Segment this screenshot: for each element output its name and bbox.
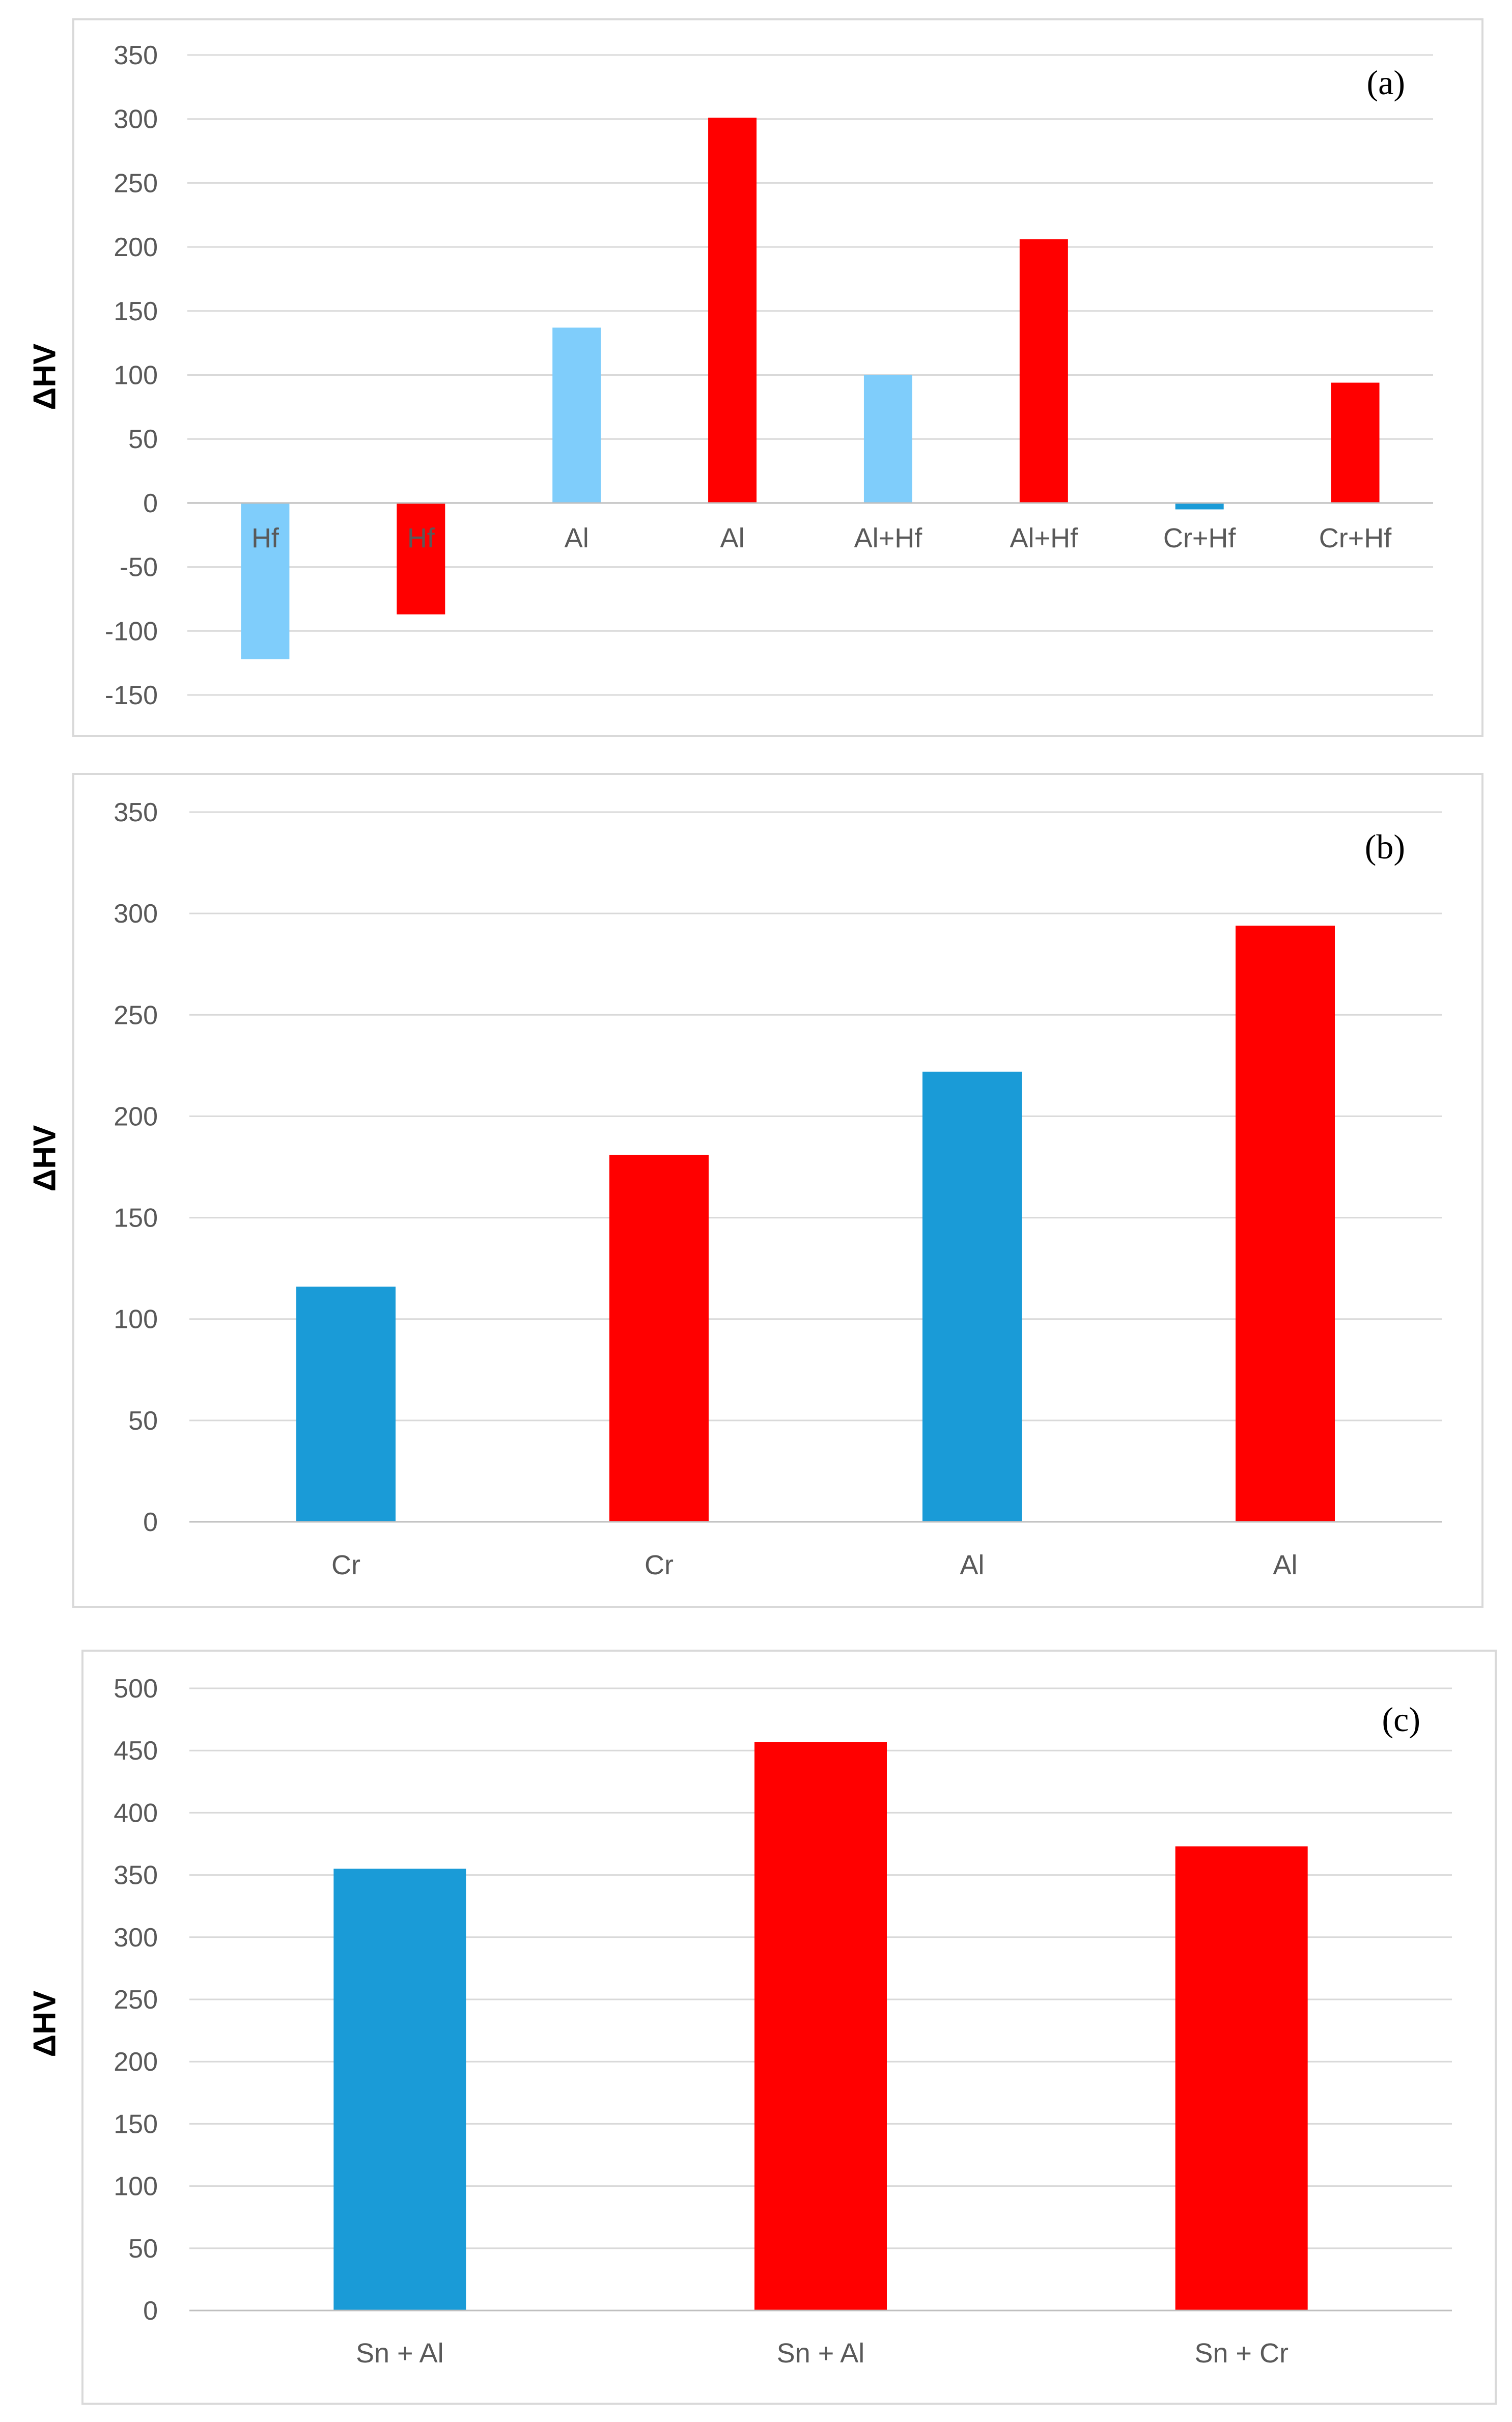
y-tick-label-c-9: 50 <box>128 2234 158 2264</box>
bar-a-1 <box>241 503 290 659</box>
bar-a-7 <box>1175 503 1224 510</box>
category-label-c-3: Sn + Cr <box>1194 2338 1289 2369</box>
category-label-a-5: Al+Hf <box>854 523 923 553</box>
y-tick-label-b-6: 50 <box>128 1406 158 1436</box>
panel-tag-c: (c) <box>1382 1700 1420 1739</box>
y-tick-label-b-3: 200 <box>114 1102 158 1131</box>
category-label-b-4: Al <box>1273 1550 1297 1580</box>
bar-b-1 <box>296 1286 396 1522</box>
bar-a-8 <box>1331 382 1380 503</box>
y-tick-label-c-1: 450 <box>114 1736 158 1766</box>
y-tick-label-b-5: 100 <box>114 1305 158 1334</box>
y-tick-label-b-1: 300 <box>114 899 158 929</box>
category-label-c-2: Sn + Al <box>777 2338 865 2369</box>
category-label-a-6: Al+Hf <box>1010 523 1079 553</box>
bar-a-4 <box>708 118 757 503</box>
bar-a-2 <box>397 503 445 615</box>
category-label-a-1: Hf <box>251 523 279 553</box>
y-tick-label-c-0: 500 <box>114 1674 158 1704</box>
bar-b-2 <box>609 1155 709 1522</box>
y-tick-label-a-4: 150 <box>114 297 158 326</box>
y-tick-label-c-5: 250 <box>114 1985 158 2015</box>
y-tick-label-c-3: 350 <box>114 1861 158 1890</box>
category-label-b-1: Cr <box>331 1550 360 1580</box>
chart-b: 350 300 250 200 150 100 50 0 Cr Cr Al Al (b) <box>114 798 1442 1580</box>
y-tick-label-a-3: 200 <box>114 233 158 262</box>
bar-b-3 <box>922 1071 1022 1522</box>
category-label-b-3: Al <box>960 1550 984 1580</box>
category-label-a-8: Cr+Hf <box>1319 523 1392 553</box>
y-tick-label-a-1: 300 <box>114 105 158 134</box>
bar-c-2 <box>754 1742 887 2310</box>
y-tick-label-c-8: 100 <box>114 2172 158 2202</box>
y-tick-label-a-10: -150 <box>105 681 158 710</box>
panel-tag-a: (a) <box>1367 63 1405 102</box>
y-tick-label-b-0: 350 <box>114 798 158 827</box>
y-tick-label-a-2: 250 <box>114 169 158 198</box>
bar-a-3 <box>552 327 601 503</box>
bar-c-3 <box>1175 1846 1308 2310</box>
bar-b-4 <box>1236 926 1335 1522</box>
y-tick-label-a-8: -50 <box>120 553 158 582</box>
bar-a-5 <box>863 375 912 503</box>
y-tick-label-c-2: 400 <box>114 1798 158 1828</box>
category-label-b-2: Cr <box>645 1550 674 1580</box>
category-label-a-7: Cr+Hf <box>1163 523 1237 553</box>
panel-tag-b: (b) <box>1365 827 1405 866</box>
y-tick-label-c-6: 200 <box>114 2047 158 2077</box>
y-tick-label-a-9: -100 <box>105 617 158 646</box>
y-tick-label-c-7: 150 <box>114 2109 158 2139</box>
category-label-a-2: Hf <box>407 523 435 553</box>
y-tick-label-b-7: 0 <box>143 1508 158 1537</box>
y-tick-label-b-2: 250 <box>114 1000 158 1030</box>
chart-panel-a <box>72 18 1483 737</box>
category-label-c-1: Sn + Al <box>356 2338 444 2369</box>
y-tick-label-c-10: 0 <box>143 2296 158 2326</box>
y-tick-label-a-7: 0 <box>143 489 158 518</box>
bar-c-1 <box>333 1869 466 2310</box>
y-tick-label-a-5: 100 <box>114 361 158 391</box>
y-tick-label-a-0: 350 <box>114 41 158 70</box>
bar-a-6 <box>1019 239 1068 503</box>
category-label-a-3: Al <box>565 523 589 553</box>
chart-a: 350 300 250 200 150 100 50 0 -50 -100 -150 Hf Hf Al Al… <box>105 41 1433 710</box>
y-tick-label-c-4: 300 <box>114 1923 158 1953</box>
category-label-a-4: Al <box>720 523 745 553</box>
y-tick-label-b-4: 150 <box>114 1204 158 1233</box>
y-tick-label-a-6: 50 <box>128 425 158 454</box>
